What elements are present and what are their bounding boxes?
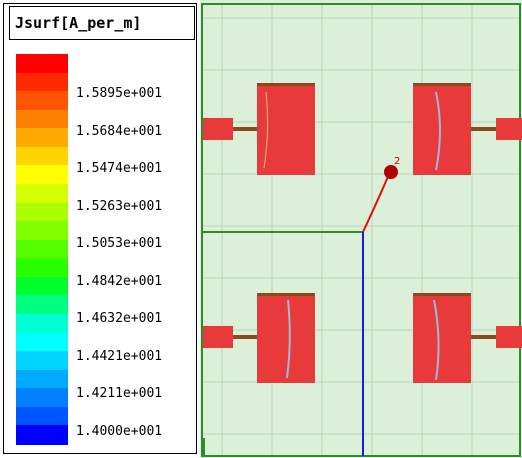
current-streak (286, 299, 291, 379)
patch-edge (257, 293, 315, 296)
viewport-background (200, 0, 522, 458)
patch-edge (413, 293, 471, 296)
legend-tick-label: 1.5474e+001 (76, 161, 163, 176)
feed-line (233, 127, 258, 131)
antenna-element-bottom-left[interactable] (203, 293, 315, 383)
port-marker-label: 2 (394, 156, 400, 167)
feed-line (471, 127, 496, 131)
legend-tick-label: 1.5895e+001 (76, 86, 163, 101)
antenna-element-top-right[interactable] (413, 83, 522, 175)
antenna-element-bottom-right[interactable] (413, 293, 522, 383)
legend-swatch (16, 388, 68, 408)
legend-swatch (16, 128, 68, 148)
current-streak (433, 299, 440, 381)
legend-swatch (16, 184, 68, 204)
feed-line (471, 335, 496, 339)
patch-edge (413, 83, 471, 86)
legend-swatch (16, 72, 68, 92)
legend-tick-label: 1.4421e+001 (76, 348, 163, 364)
patch (413, 293, 471, 383)
legend-title: Jsurf[A_per_m] (9, 6, 195, 40)
current-streak (263, 91, 269, 169)
legend-tick-label: 1.5263e+001 (76, 198, 163, 214)
legend-tick-label: 1.4000e+001 (76, 423, 163, 439)
feed-pad (203, 118, 233, 140)
legend-swatch (16, 146, 68, 166)
viewport-frame (201, 3, 521, 457)
legend-swatch (16, 351, 68, 371)
antenna-element-top-left[interactable] (203, 83, 315, 175)
legend-tick-label: 1.4632e+001 (76, 311, 163, 326)
legend-swatch (16, 258, 68, 278)
legend-swatch (16, 295, 68, 315)
legend-swatch (16, 369, 68, 389)
3d-viewport[interactable]: 2 (200, 0, 522, 458)
legend-tick-label: 1.4842e+001 (76, 273, 163, 289)
patch-edge (257, 83, 315, 86)
feed-line (233, 335, 258, 339)
legend-swatch (16, 239, 68, 259)
legend-swatch (16, 91, 68, 111)
legend-tick-label: 1.5684e+001 (76, 123, 163, 139)
legend-tick-label: 1.5053e+001 (76, 236, 163, 251)
legend-tick-label: 1.4211e+001 (76, 386, 163, 401)
legend-swatch (16, 221, 68, 241)
current-streak (435, 91, 441, 171)
legend-frame: Jsurf[A_per_m] 1.5895e+001 1.5684e+001 1.5… (3, 3, 197, 454)
feed-pad (203, 326, 233, 348)
legend-swatch (16, 406, 68, 426)
legend-swatch (16, 202, 68, 222)
legend-swatch (16, 425, 68, 445)
patch (257, 293, 315, 383)
patch (257, 83, 315, 175)
legend-swatch (16, 332, 68, 352)
legend-swatch (16, 165, 68, 185)
color-legend: Jsurf[A_per_m] 1.5895e+001 1.5684e+001 1.5… (0, 0, 200, 458)
feed-pad (496, 326, 522, 348)
feed-pad (496, 118, 522, 140)
legend-swatch (16, 314, 68, 334)
legend-swatch (16, 109, 68, 129)
patch (413, 83, 471, 175)
port-marker[interactable] (384, 165, 398, 179)
legend-swatch (16, 276, 68, 296)
legend-swatch (16, 54, 68, 74)
